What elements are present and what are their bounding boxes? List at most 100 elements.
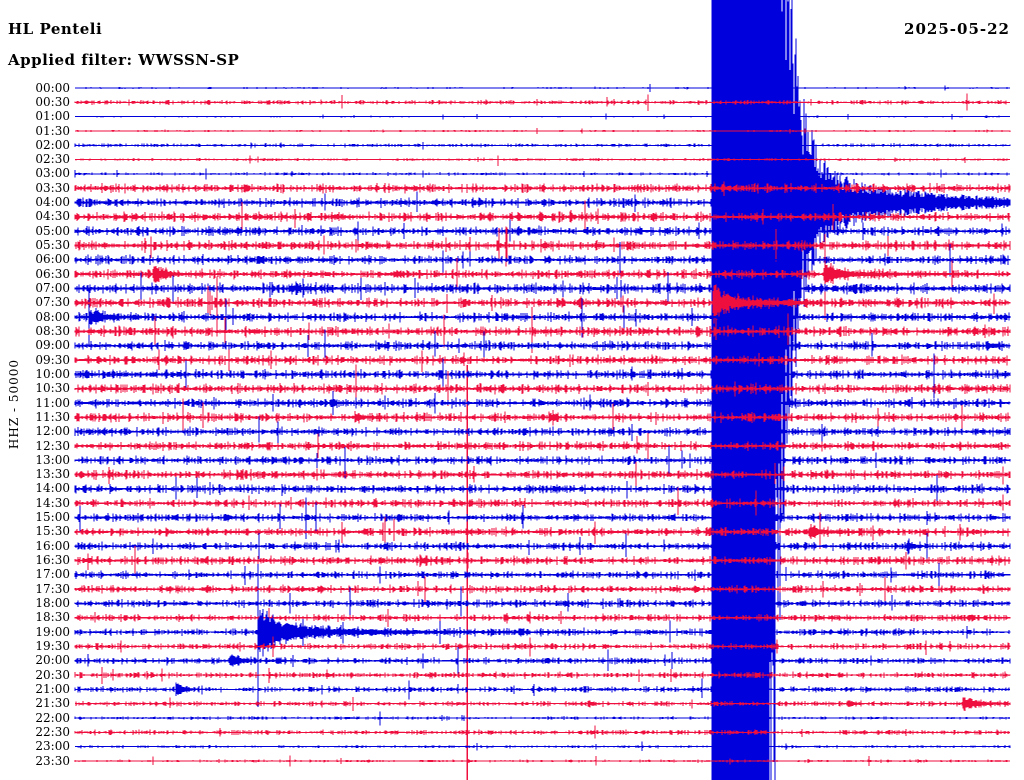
trace-row [74, 446, 1011, 479]
time-label: 03:30 [35, 180, 70, 195]
trace-row [74, 329, 1011, 360]
trace-row [74, 711, 1010, 726]
time-label: 01:30 [35, 123, 70, 138]
trace-row [74, 168, 1010, 180]
trace-row [75, 155, 1010, 166]
time-label: 19:00 [35, 624, 70, 639]
trace-row [74, 462, 1011, 487]
trace-row [74, 487, 1011, 517]
trace-row [75, 741, 1011, 751]
time-label: 13:00 [35, 452, 70, 467]
time-label: 11:30 [35, 409, 70, 424]
time-label: 08:00 [35, 309, 70, 324]
time-label: 07:30 [35, 295, 70, 310]
time-label: 10:00 [35, 366, 70, 381]
applied-filter-label: Applied filter: WWSSN-SP [8, 51, 240, 69]
trace-row [74, 497, 1011, 539]
trace-row [74, 433, 1011, 460]
time-label: 02:00 [35, 137, 70, 152]
trace-row [74, 391, 1011, 415]
trace-row [74, 636, 1011, 658]
trace-row [74, 475, 1011, 502]
trace-row [74, 562, 1011, 589]
time-label: 05:00 [35, 223, 70, 238]
time-label: 18:30 [35, 610, 70, 625]
trace-row [74, 545, 1011, 575]
trace-row [74, 512, 1011, 550]
time-label: 12:00 [35, 424, 70, 439]
time-label: 09:00 [35, 338, 70, 353]
time-label: 15:30 [35, 524, 70, 539]
time-label: 07:00 [35, 281, 70, 295]
trace-row [74, 398, 1011, 433]
date-label: 2025-05-22 [904, 20, 1010, 38]
time-label: 10:30 [35, 381, 70, 396]
trace-row [74, 586, 1011, 619]
time-label: 06:00 [35, 252, 70, 267]
time-label: 23:30 [35, 753, 70, 768]
time-label: 14:00 [35, 481, 70, 496]
trace-row [74, 271, 1011, 303]
trace-row [74, 258, 1011, 290]
time-label: 01:00 [35, 109, 70, 124]
time-label: 20:30 [35, 667, 70, 682]
trace-row [74, 142, 1011, 150]
time-label: 21:30 [35, 696, 70, 711]
time-label: 17:30 [35, 581, 70, 596]
time-label: 17:00 [35, 567, 70, 582]
time-label: 16:30 [35, 553, 70, 567]
time-label: 23:00 [35, 739, 70, 754]
time-label: 03:00 [35, 166, 70, 181]
trace-row [74, 349, 1011, 373]
time-label: 13:30 [35, 467, 70, 482]
trace-row [75, 113, 1010, 120]
trace-row [75, 697, 1011, 711]
trace-row [74, 298, 1011, 338]
trace-row [74, 93, 1010, 111]
trace-row [74, 219, 1011, 242]
time-label: 19:30 [35, 638, 70, 653]
trace-row [74, 353, 1011, 398]
trace-row [74, 416, 1011, 446]
time-label: 12:30 [35, 438, 70, 453]
time-label: 09:30 [35, 352, 70, 367]
time-label: 05:30 [35, 238, 70, 252]
trace-row [74, 306, 1011, 354]
time-label: 08:30 [35, 323, 70, 338]
trace-row [74, 364, 1011, 408]
trace-row [74, 608, 1011, 628]
time-label: 11:00 [35, 395, 70, 410]
time-label: 14:30 [35, 495, 70, 510]
time-label: 00:30 [35, 94, 70, 109]
trace-row [74, 667, 1011, 684]
time-label: 04:00 [35, 195, 70, 210]
trace-row [74, 200, 1011, 233]
time-label: 21:00 [35, 681, 70, 696]
trace-row [74, 725, 1010, 739]
trace-row [74, 608, 1011, 657]
trace-row [75, 83, 1010, 93]
time-label: 18:00 [35, 596, 70, 610]
time-label: 22:30 [35, 724, 70, 739]
trace-row [74, 755, 1010, 767]
time-label: 16:00 [35, 538, 70, 553]
trace-row [74, 191, 1011, 212]
trace-row [74, 241, 1011, 277]
time-axis: 00:00 00:30 01:00 01:30 02:00 02:30 03:00 03:30… [0, 0, 72, 780]
trace-row [74, 647, 1011, 674]
time-label: 20:00 [35, 653, 70, 668]
trace-row [74, 181, 1011, 196]
time-label: 06:30 [35, 266, 70, 281]
trace-row [74, 226, 1011, 267]
trace-row [74, 678, 1010, 700]
time-label: 02:30 [35, 152, 70, 167]
trace-row [74, 576, 1011, 605]
time-label: 22:00 [35, 710, 70, 725]
trace-row [75, 127, 1011, 134]
time-label: 15:00 [35, 510, 70, 525]
trace-row [74, 276, 1011, 329]
trace-row [74, 529, 1011, 564]
time-label: 00:00 [35, 80, 70, 95]
